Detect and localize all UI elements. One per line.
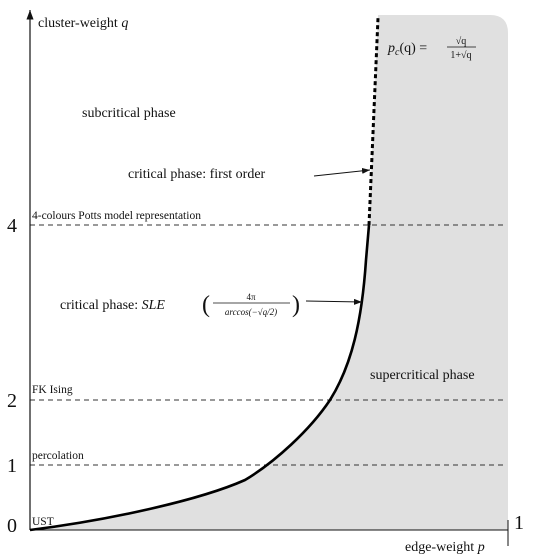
subcritical-label: subcritical phase: [82, 106, 176, 121]
y-tick-label: 2: [7, 390, 17, 412]
text: critical phase:: [60, 298, 138, 313]
text: c: [395, 47, 400, 58]
text: arccos(−√q/2): [225, 307, 277, 317]
percolation-label: percolation: [32, 450, 84, 462]
supercritical-label: supercritical phase: [370, 368, 475, 383]
svg-text:pc(q) =: pc(q) =: [387, 41, 427, 58]
y-tick-label: 1: [7, 455, 17, 477]
text: 1+√q: [450, 50, 471, 61]
critical-curve: [29, 224, 371, 532]
text: SLE: [142, 298, 166, 313]
text: edge-weight: [405, 540, 474, 555]
potts-label: 4-colours Potts model representation: [32, 210, 201, 222]
text: (q) =: [399, 41, 427, 56]
text: p: [477, 540, 485, 555]
y-tick-label: 4: [7, 215, 17, 237]
sle-arrow: [305, 298, 363, 305]
formula: pc(q) = √q 1+√q: [387, 36, 476, 61]
text: 4π: [246, 292, 256, 302]
ust-label: UST: [32, 516, 54, 528]
text: cluster-weight: [38, 16, 118, 31]
x-tick-label: 1: [514, 512, 524, 534]
svg-text:critical phase: SLE: critical phase: SLE: [60, 298, 165, 313]
first-order-arrow: [313, 167, 371, 177]
supercritical-region: [30, 15, 508, 530]
text: q: [121, 16, 128, 31]
ising-label: FK Ising: [32, 384, 73, 396]
y-axis-label: cluster-weight q: [38, 16, 128, 31]
x-axis-label: edge-weight p: [405, 540, 485, 555]
text: p: [387, 41, 395, 56]
y-tick-label: 0: [7, 515, 17, 537]
text: √q: [456, 36, 467, 47]
first-order-label: critical phase: first order: [128, 167, 266, 182]
text: (: [202, 292, 210, 318]
text: ): [292, 292, 300, 318]
sle-label: critical phase: SLE ( 4π arccos(−√q/2) ): [60, 292, 300, 318]
